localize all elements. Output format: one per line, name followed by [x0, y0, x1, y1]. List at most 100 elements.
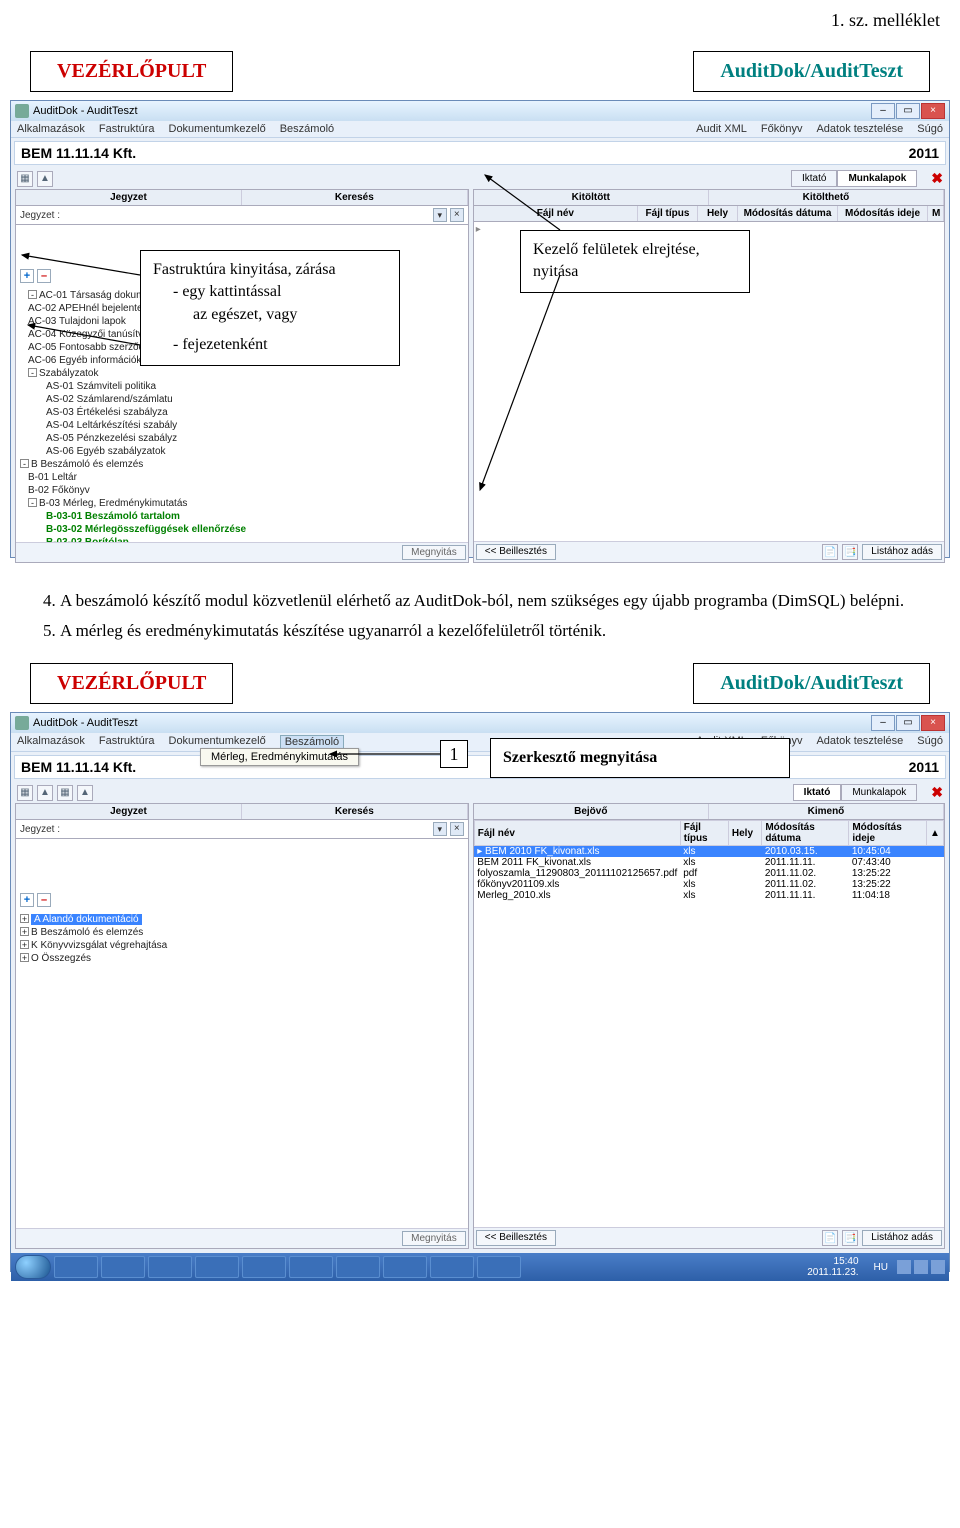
tray-icon[interactable]	[931, 1260, 945, 1274]
tree-node[interactable]: AS-03 Értékelési szabályza	[18, 406, 466, 419]
tree-node[interactable]: +A Alandó dokumentáció	[18, 913, 466, 926]
open-button[interactable]: Megnyitás	[402, 545, 466, 560]
tree-node[interactable]: AS-05 Pénzkezelési szabályz	[18, 432, 466, 445]
tree-node[interactable]: +K Könyvvizsgálat végrehajtása	[18, 939, 466, 952]
icon[interactable]: 📄	[822, 1230, 838, 1246]
menu-item[interactable]: Audit XML	[696, 123, 747, 135]
table-row[interactable]: folyoszamla_11290803_20111102125657.pdfp…	[474, 868, 943, 879]
menu-item[interactable]: Adatok tesztelése	[816, 123, 903, 135]
clear-icon[interactable]: ×	[450, 208, 464, 222]
toolbar-icon[interactable]: ▲	[37, 171, 53, 187]
menu-item[interactable]: Súgó	[917, 123, 943, 135]
menu-item[interactable]: Alkalmazások	[17, 735, 85, 749]
menu-item[interactable]: Súgó	[917, 735, 943, 749]
table-row[interactable]: főkönyv201109.xlsxls2011.11.02.13:25:22	[474, 879, 943, 890]
tree-node[interactable]: AS-01 Számviteli politika	[18, 380, 466, 393]
toolbar-icon[interactable]: ▦	[17, 785, 33, 801]
paste-button[interactable]: << Beillesztés	[476, 544, 556, 560]
file-table[interactable]: Fájl név Fájl típus Hely Módosítás dátum…	[474, 820, 944, 901]
dropdown-icon[interactable]: ▾	[433, 208, 447, 222]
left-pane: Jegyzet Keresés Jegyzet : ▾ × + – -AC-01…	[15, 189, 469, 563]
tree-node[interactable]: +O Összegzés	[18, 952, 466, 965]
tray-icon[interactable]	[914, 1260, 928, 1274]
maximize-button[interactable]: ▭	[896, 715, 920, 731]
tree-node[interactable]: +B Beszámoló és elemzés	[18, 926, 466, 939]
expand-all-button[interactable]: +	[20, 893, 34, 907]
tray-icon[interactable]	[897, 1260, 911, 1274]
collapse-all-button[interactable]: –	[37, 269, 51, 283]
menu-item[interactable]: Beszámoló	[280, 735, 344, 749]
table-row[interactable]: Merleg_2010.xlsxls2011.11.11.11:04:18	[474, 890, 943, 901]
taskbar-item[interactable]	[54, 1256, 98, 1278]
add-to-list-button[interactable]: Listához adás	[862, 544, 942, 560]
table-row[interactable]: BEM 2011 FK_kivonat.xlsxls2011.11.11.07:…	[474, 857, 943, 868]
toolbar-icon[interactable]: ▦	[57, 785, 73, 801]
tab-iktato[interactable]: Iktató	[791, 170, 837, 187]
add-to-list-button[interactable]: Listához adás	[862, 1230, 942, 1246]
col-kimeno: Kimenő	[709, 804, 944, 819]
taskbar-item[interactable]	[336, 1256, 380, 1278]
tree-2[interactable]: +A Alandó dokumentáció+B Beszámoló és el…	[16, 911, 468, 1228]
icon[interactable]: 📑	[842, 1230, 858, 1246]
toolbar-icon[interactable]: ▦	[17, 171, 33, 187]
tree-node[interactable]: B-02 Főkönyv	[18, 484, 466, 497]
close-button[interactable]: ×	[921, 715, 945, 731]
panes: Jegyzet Keresés Jegyzet : ▾ × + – -AC-01…	[11, 189, 949, 567]
clear-icon[interactable]: ×	[450, 822, 464, 836]
taskbar-item[interactable]	[148, 1256, 192, 1278]
minimize-button[interactable]: –	[871, 715, 895, 731]
expand-all-button[interactable]: +	[20, 269, 34, 283]
tree-node[interactable]: B-01 Leltár	[18, 471, 466, 484]
close-icon[interactable]: ✖	[931, 784, 943, 801]
annot-line: nyitása	[533, 261, 737, 283]
menu-item[interactable]: Adatok tesztelése	[816, 735, 903, 749]
menu-item[interactable]: Alkalmazások	[17, 123, 85, 135]
start-button[interactable]	[15, 1255, 51, 1279]
close-icon[interactable]: ✖	[931, 170, 943, 187]
maximize-button[interactable]: ▭	[896, 103, 920, 119]
menu-item[interactable]: Dokumentumkezelő	[169, 735, 266, 749]
language-indicator[interactable]: HU	[868, 1262, 894, 1273]
tree-node[interactable]: AS-06 Egyéb szabályzatok	[18, 445, 466, 458]
tab-munkalapok[interactable]: Munkalapok	[837, 170, 917, 187]
menu-item[interactable]: Fastruktúra	[99, 123, 155, 135]
collapse-all-button[interactable]: –	[37, 893, 51, 907]
toolbar-icon[interactable]: ▲	[77, 785, 93, 801]
table-row[interactable]: ▸ BEM 2010 FK_kivonat.xlsxls2010.03.15.1…	[474, 846, 943, 858]
paste-button[interactable]: << Beillesztés	[476, 1230, 556, 1246]
dropdown-icon[interactable]: ▾	[433, 822, 447, 836]
right-footer-2: << Beillesztés 📄 📑 Listához adás	[474, 1227, 944, 1248]
annot-line: az egészet, vagy	[153, 304, 387, 326]
taskbar-item[interactable]	[383, 1256, 427, 1278]
toolbar-icon[interactable]: ▲	[37, 785, 53, 801]
taskbar-item[interactable]	[242, 1256, 286, 1278]
tree-node[interactable]: -B-03 Mérleg, Eredménykimutatás	[18, 497, 466, 510]
minimize-button[interactable]: –	[871, 103, 895, 119]
col: Módosítás ideje	[849, 821, 927, 846]
tab-munkalapok-2[interactable]: Munkalapok	[841, 784, 917, 801]
file-columns: Fájl név Fájl típus Hely Módosítás dátum…	[474, 206, 944, 222]
close-button[interactable]: ×	[921, 103, 945, 119]
tree-node[interactable]: AS-04 Leltárkészítési szabály	[18, 419, 466, 432]
menu-item[interactable]: Beszámoló	[280, 123, 334, 135]
open-button[interactable]: Megnyitás	[402, 1231, 466, 1246]
menu-item[interactable]: Dokumentumkezelő	[169, 123, 266, 135]
window2: AuditDok - AuditTeszt – ▭ × Alkalmazások…	[10, 712, 950, 1272]
tree-node[interactable]: -B Beszámoló és elemzés	[18, 458, 466, 471]
tab-iktato-2[interactable]: Iktató	[793, 784, 842, 801]
taskbar-item[interactable]	[101, 1256, 145, 1278]
tree-node[interactable]: AS-02 Számlarend/számlatu	[18, 393, 466, 406]
taskbar-item[interactable]	[289, 1256, 333, 1278]
taskbar-item[interactable]	[430, 1256, 474, 1278]
taskbar-item[interactable]	[477, 1256, 521, 1278]
menu-item[interactable]: Főkönyv	[761, 123, 803, 135]
tree-node[interactable]: B-03-02 Mérlegösszefüggések ellenőrzése	[18, 523, 466, 536]
tree-node[interactable]: B-03-01 Beszámoló tartalom	[18, 510, 466, 523]
menu-item[interactable]: Fastruktúra	[99, 735, 155, 749]
annot-line: - fejezetenként	[153, 334, 387, 356]
icon[interactable]: 📄	[822, 544, 838, 560]
taskbar-item[interactable]	[195, 1256, 239, 1278]
submenu-popup[interactable]: Mérleg, Eredménykimutatás	[200, 748, 359, 766]
icon[interactable]: 📑	[842, 544, 858, 560]
tree-node[interactable]: -Szabályzatok	[18, 367, 466, 380]
